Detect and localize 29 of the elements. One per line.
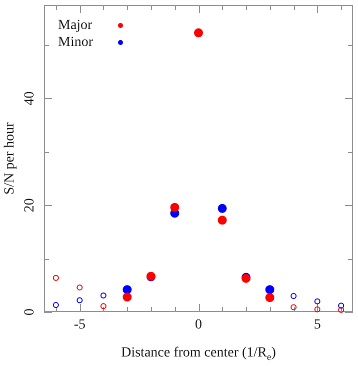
point xyxy=(52,302,59,308)
point xyxy=(314,298,320,304)
point xyxy=(76,284,83,290)
legend-label: Minor xyxy=(58,34,94,51)
point xyxy=(338,306,344,313)
y-tick-label: 20 xyxy=(22,198,38,212)
x-tick-label: -5 xyxy=(74,318,86,333)
x-tick-label: 0 xyxy=(195,318,202,333)
point xyxy=(265,293,274,302)
y-axis-title: S/N per hour xyxy=(2,122,18,195)
y-tick-label: 40 xyxy=(22,91,38,106)
point xyxy=(290,292,297,299)
point xyxy=(218,216,227,225)
point xyxy=(122,285,132,294)
y-tick-label: 0 xyxy=(22,308,38,316)
point xyxy=(290,304,297,310)
point xyxy=(194,28,203,38)
legend-label: Major xyxy=(58,17,94,34)
point xyxy=(265,285,274,294)
point xyxy=(338,302,344,309)
point xyxy=(218,204,227,213)
point xyxy=(170,202,180,212)
point xyxy=(52,274,59,281)
point xyxy=(122,292,132,302)
point xyxy=(314,306,320,312)
point xyxy=(100,292,106,298)
point xyxy=(100,303,106,310)
x-tick-label: 5 xyxy=(314,318,321,333)
point xyxy=(76,297,83,304)
